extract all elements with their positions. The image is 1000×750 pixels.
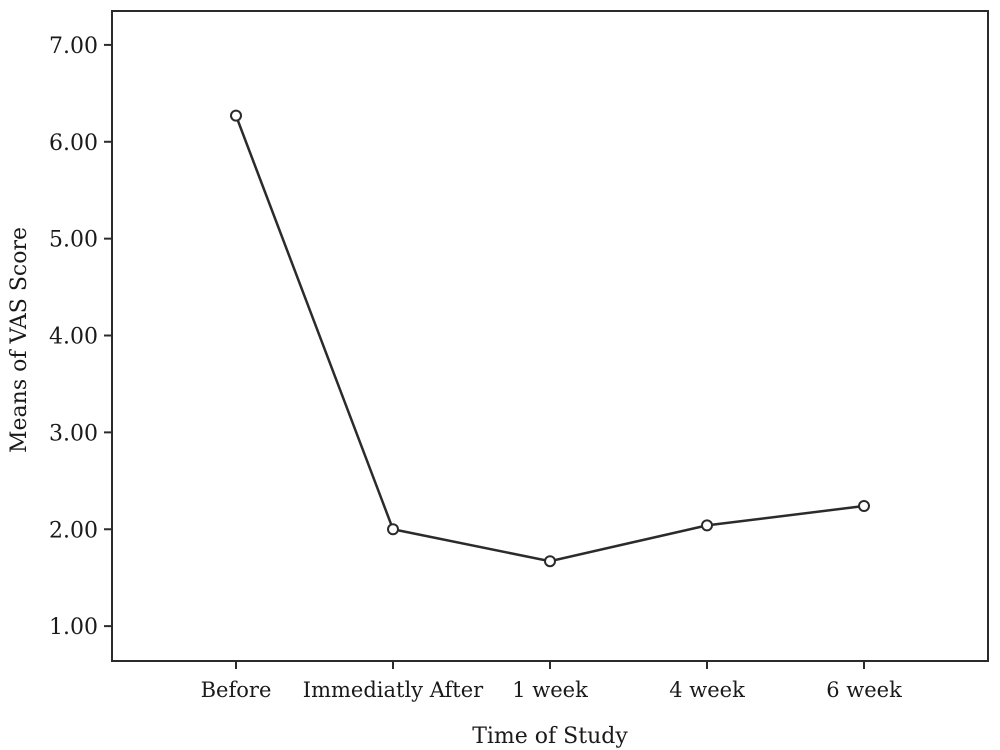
y-tick-label: 7.00: [49, 34, 98, 59]
series-line: [234, 115, 865, 563]
y-axis-title: Means of VAS Score: [7, 227, 32, 453]
x-axis-title: Time of Study: [472, 724, 628, 749]
x-tick-label: 6 week: [826, 678, 902, 702]
data-point: [544, 555, 556, 568]
y-tick-label: 2.00: [49, 518, 98, 543]
data-point: [230, 109, 242, 122]
y-tick-label: 5.00: [49, 228, 98, 253]
data-point: [701, 519, 713, 532]
y-tick-label: 4.00: [49, 325, 98, 350]
series-layer: [230, 109, 870, 568]
x-axis: Before Immediatly After 1 week 4 week 6 week: [201, 661, 902, 702]
x-tick-label: 4 week: [669, 678, 745, 702]
data-point: [858, 500, 870, 513]
y-tick-label: 3.00: [49, 421, 98, 446]
y-tick-label: 6.00: [49, 131, 98, 156]
x-tick-label: Before: [201, 678, 272, 702]
x-tick-label: Immediatly After: [303, 678, 484, 702]
x-tick-label: 1 week: [512, 678, 588, 702]
data-point: [387, 523, 399, 536]
y-tick-label: 1.00: [49, 615, 98, 640]
y-axis: 1.00 2.00 3.00 4.00 5.00 6.00 7.00: [49, 34, 112, 640]
